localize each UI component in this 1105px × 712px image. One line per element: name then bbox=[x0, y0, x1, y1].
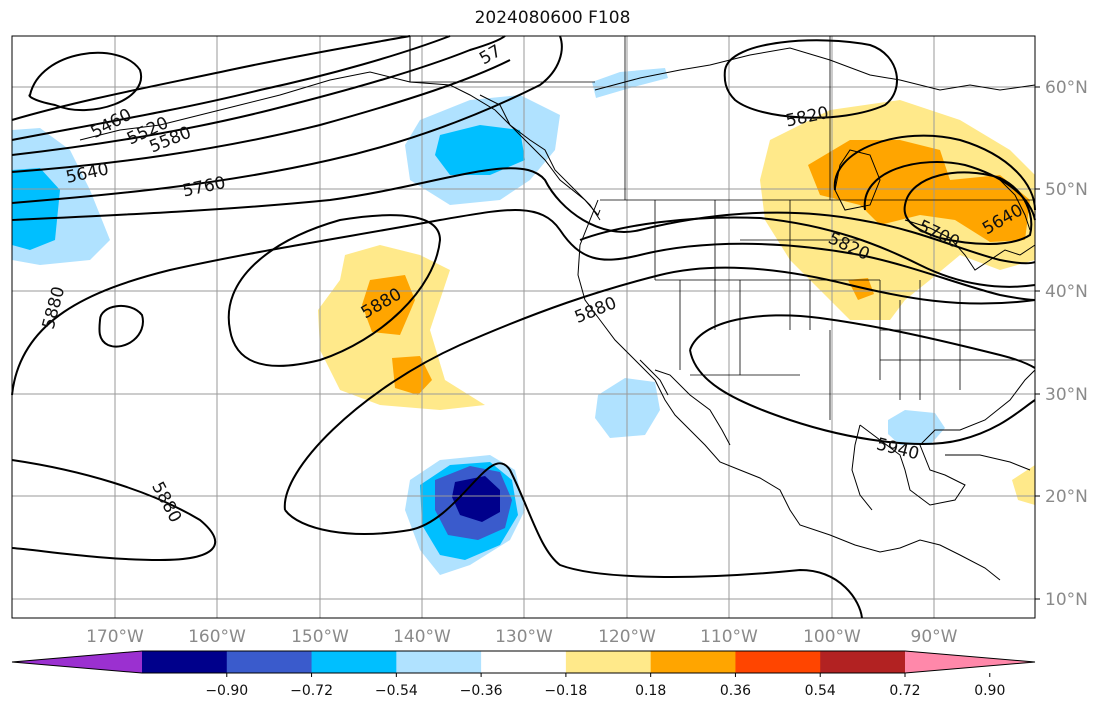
colorbar-tick-label: −0.72 bbox=[290, 683, 333, 699]
latitude-ticks: 60°N 50°N 40°N 30°N 20°N 10°N bbox=[1035, 78, 1088, 610]
lat-tick-label: 60°N bbox=[1045, 78, 1088, 98]
colorbar-tick-label: −0.90 bbox=[205, 683, 248, 699]
colorbar-segment bbox=[565, 651, 652, 673]
lon-tick-label: 90°W bbox=[911, 627, 958, 647]
lon-tick-label: 170°W bbox=[86, 627, 144, 647]
negative-anomaly-north bbox=[592, 68, 668, 98]
colorbar-segment bbox=[650, 651, 736, 673]
map-title: 2024080600 F108 bbox=[474, 8, 631, 28]
lat-tick-label: 50°N bbox=[1045, 180, 1088, 200]
colorbar-tick-label: 0.72 bbox=[889, 683, 920, 699]
lon-tick-label: 100°W bbox=[803, 627, 861, 647]
lat-tick-label: 40°N bbox=[1045, 282, 1088, 302]
height-contours bbox=[11, 35, 1036, 619]
lon-tick-label: 110°W bbox=[700, 627, 758, 647]
graticule bbox=[12, 36, 1035, 618]
positive-anomaly-spot bbox=[848, 278, 874, 300]
colorbar: −0.90 −0.72 −0.54 −0.36 −0.18 0.18 0.36 0.54 0.7… bbox=[11, 650, 1036, 699]
colorbar-segment bbox=[396, 651, 482, 673]
anomaly-fill-layer bbox=[12, 68, 1035, 575]
colorbar-outline bbox=[11, 650, 1036, 674]
colorbar-segment bbox=[820, 651, 906, 673]
colorbar-segment bbox=[226, 651, 313, 673]
colorbar-segment bbox=[735, 651, 821, 673]
lon-tick-label: 130°W bbox=[495, 627, 553, 647]
lat-tick-label: 10°N bbox=[1045, 590, 1088, 610]
lon-tick-label: 120°W bbox=[598, 627, 656, 647]
colorbar-tick-label: −0.18 bbox=[544, 683, 587, 699]
political-borders bbox=[410, 36, 1035, 420]
colorbar-tick-label: 0.90 bbox=[974, 683, 1005, 699]
colorbar-tick-label: 0.54 bbox=[805, 683, 836, 699]
negative-anomaly-gulf bbox=[888, 410, 945, 445]
lon-tick-label: 160°W bbox=[188, 627, 246, 647]
lon-tick-label: 140°W bbox=[393, 627, 451, 647]
colorbar-segment bbox=[481, 651, 567, 673]
colorbar-extend-max bbox=[905, 651, 1035, 673]
lon-tick-label: 150°W bbox=[291, 627, 349, 647]
colorbar-tick-label: 0.36 bbox=[720, 683, 751, 699]
negative-anomaly-alaska-core bbox=[435, 125, 525, 175]
colorbar-tick-label: −0.54 bbox=[375, 683, 418, 699]
positive-anomaly-pacific-core bbox=[362, 275, 415, 335]
positive-anomaly-northcentral-core bbox=[808, 140, 1030, 242]
colorbar-segment bbox=[142, 651, 228, 673]
lat-tick-label: 20°N bbox=[1045, 487, 1088, 507]
positive-anomaly-caribbean bbox=[1012, 465, 1035, 505]
lat-tick-label: 30°N bbox=[1045, 385, 1088, 405]
longitude-ticks: 170°W 160°W 150°W 140°W 130°W 120°W 110°… bbox=[86, 627, 958, 647]
colorbar-segment bbox=[311, 651, 397, 673]
map-frame bbox=[11, 35, 1036, 619]
negative-anomaly-tropical-center bbox=[452, 476, 500, 522]
colorbar-tick-label: −0.36 bbox=[460, 683, 503, 699]
colorbar-extend-min bbox=[12, 651, 142, 673]
colorbar-tick-label: 0.18 bbox=[635, 683, 666, 699]
